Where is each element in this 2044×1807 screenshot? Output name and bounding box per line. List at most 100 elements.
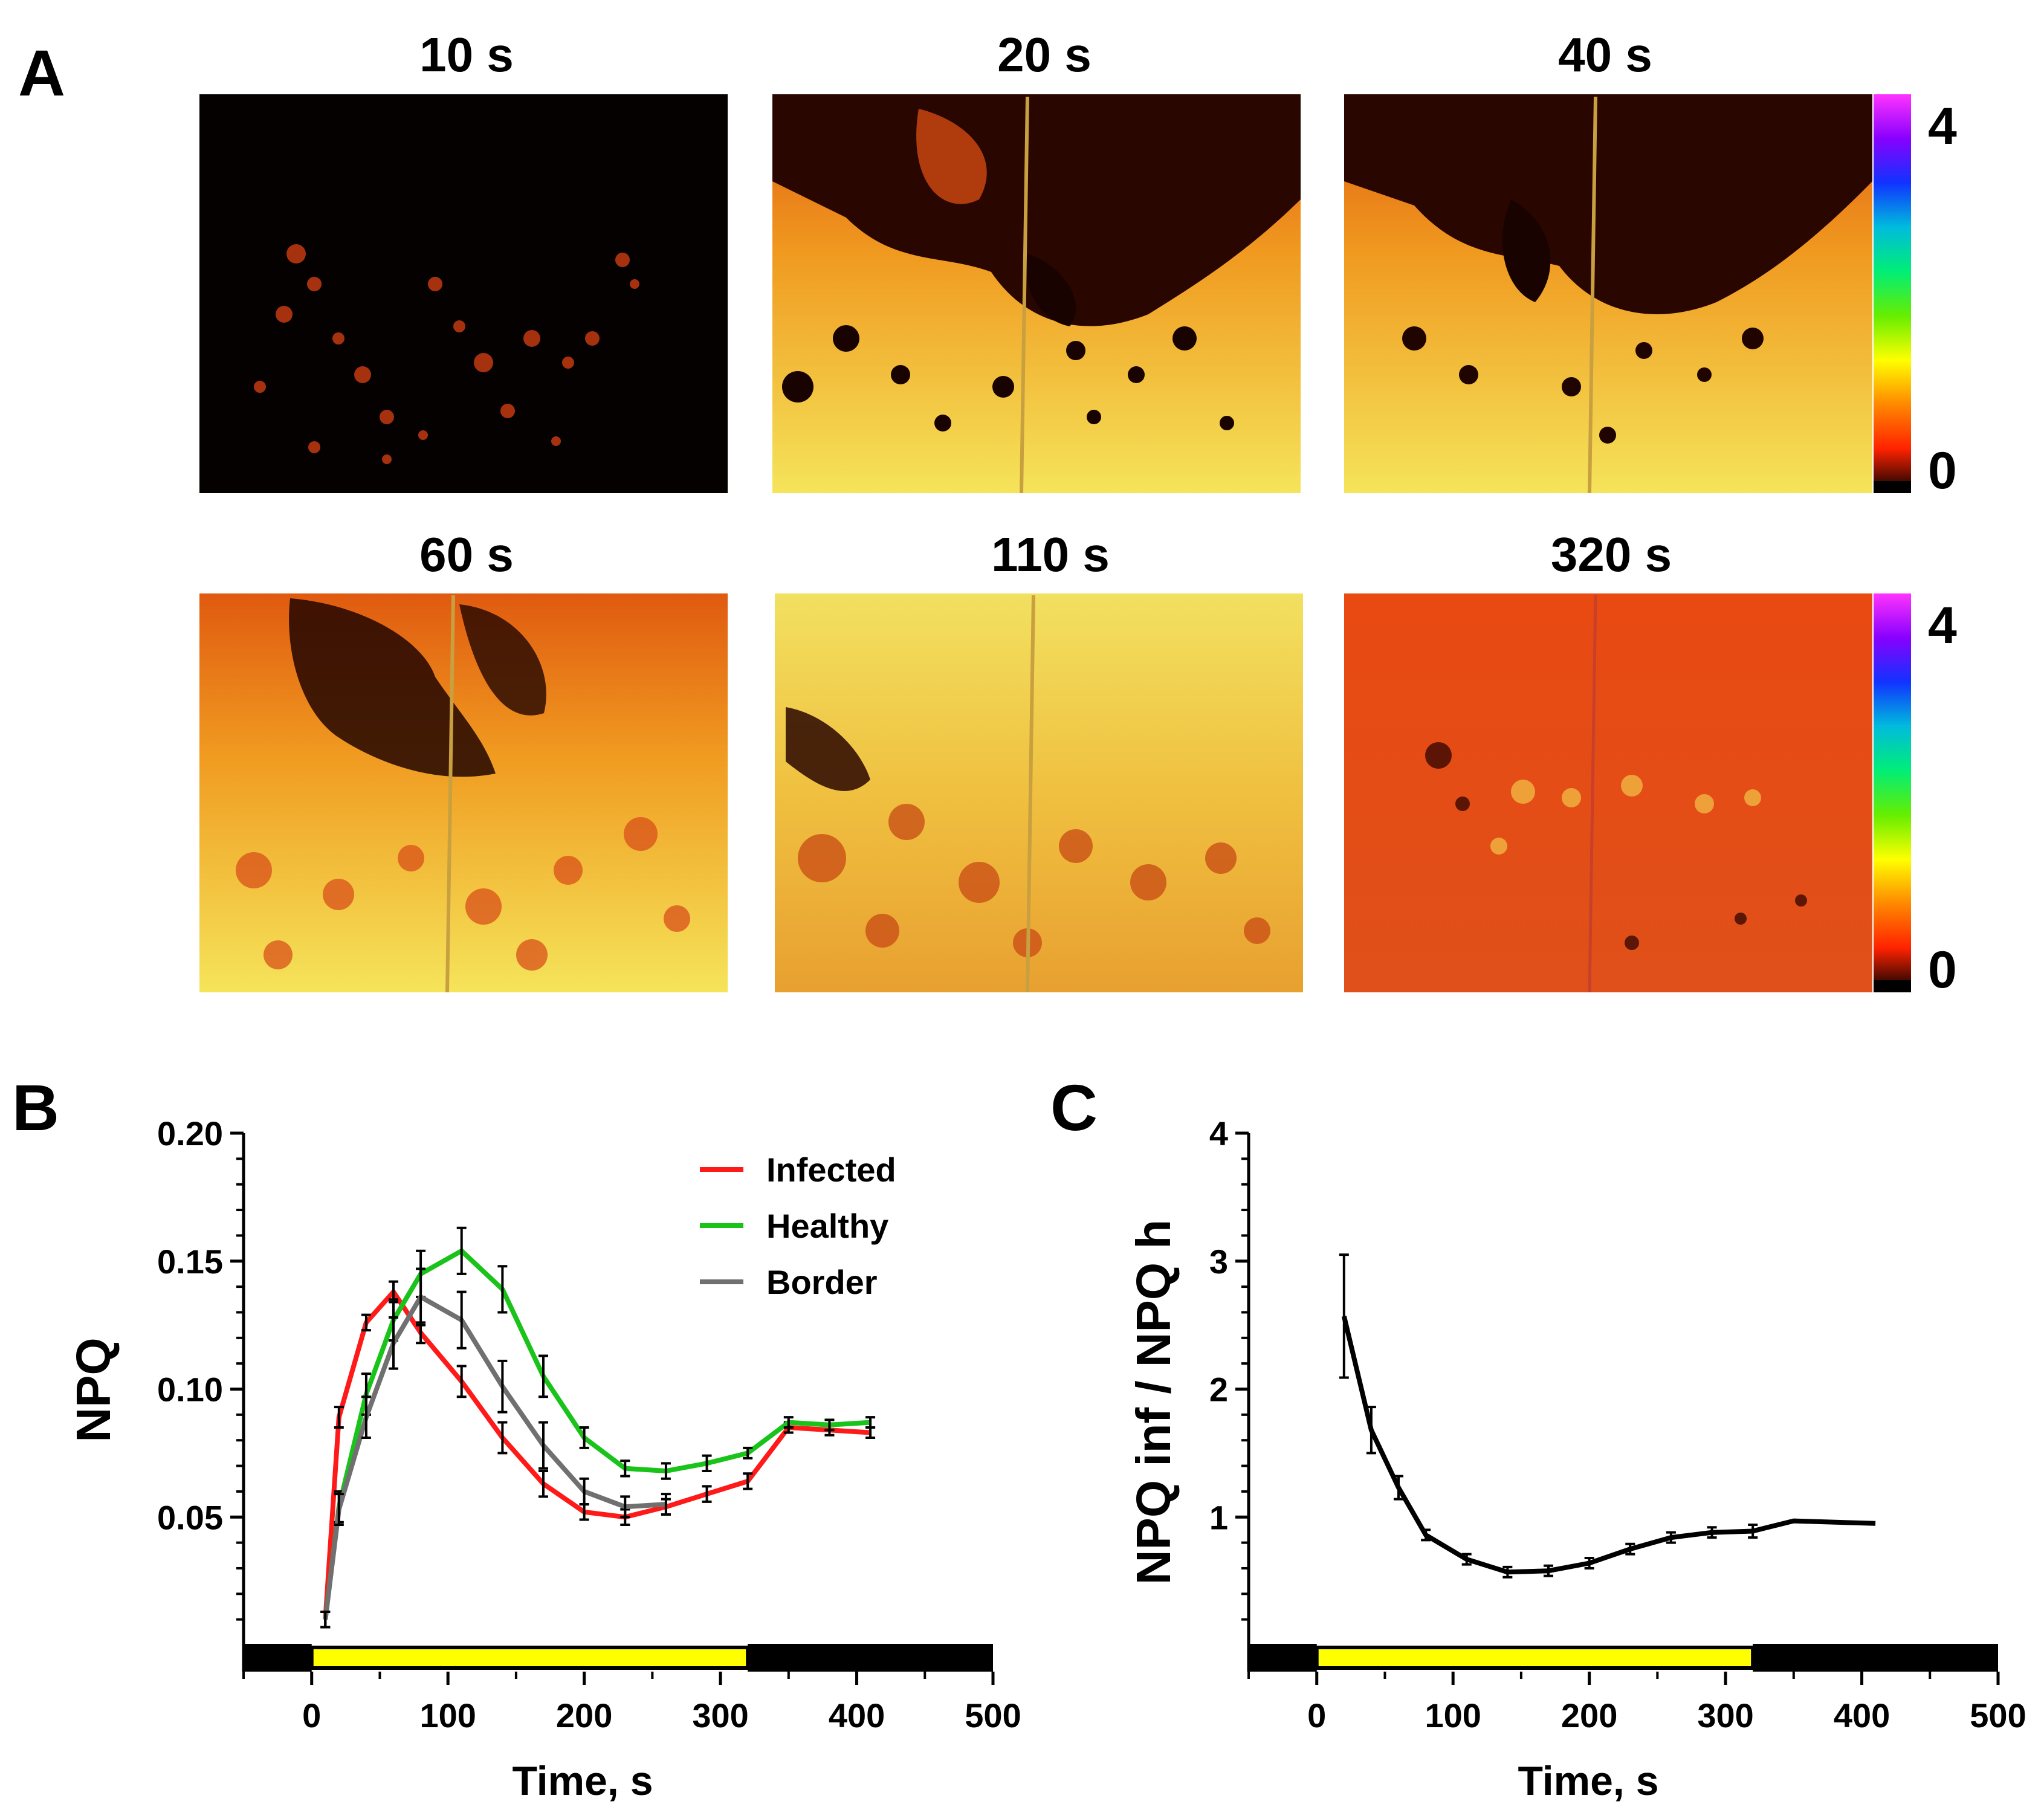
error-bar [1707, 1526, 1717, 1539]
y-tick-label: 0.10 [157, 1371, 223, 1409]
fluorescence-image-10s [199, 94, 728, 493]
error-bar [661, 1493, 671, 1516]
series-line-healthy [323, 1248, 871, 1620]
error-bar [702, 1485, 712, 1503]
chart-b-series [320, 1226, 876, 1629]
error-bar [743, 1446, 753, 1459]
tile-title-20s: 20 s [997, 28, 1092, 82]
colorbar-top-max-label: 4 [1928, 97, 1957, 155]
x-tick-label: 300 [692, 1696, 748, 1734]
x-tick-label: 0 [302, 1696, 321, 1734]
y-tick-label: 2 [1209, 1371, 1228, 1409]
legend-label-healthy: Healthy [766, 1207, 888, 1245]
error-bar [456, 1226, 467, 1275]
error-bar [497, 1359, 508, 1414]
error-bar [661, 1462, 671, 1480]
panel-c-label: C [1050, 1071, 1098, 1144]
tile-title-60s: 60 s [419, 528, 514, 581]
error-bar [1748, 1523, 1758, 1539]
y-tick-label: 0.15 [157, 1243, 223, 1281]
x-tick-label: 0 [1307, 1696, 1326, 1734]
series-border [320, 1267, 671, 1629]
error-bar [538, 1354, 548, 1398]
light-bar-light-period [1315, 1646, 1755, 1670]
error-bar [361, 1395, 371, 1439]
chart-b: 0.05 0.10 0.15 0.20 0 100 200 300 400 500 Infecte… [66, 1114, 1021, 1804]
tile-title-320s: 320 s [1551, 528, 1672, 581]
colorbar-bottom-min-label: 0 [1928, 941, 1957, 999]
x-tick-label: 400 [1834, 1696, 1890, 1734]
error-bar [1666, 1531, 1676, 1544]
legend-label-border: Border [766, 1263, 878, 1301]
tile-title-10s: 10 s [419, 28, 514, 82]
light-bar-dark-after [1753, 1644, 1998, 1672]
error-bar [320, 1610, 331, 1629]
error-bar [783, 1416, 794, 1429]
y-tick-label: 4 [1209, 1114, 1228, 1152]
chart-c-series [1339, 1253, 1876, 1579]
error-bar [538, 1470, 548, 1498]
light-bar-light-period [309, 1646, 750, 1670]
panel-a-label: A [18, 36, 65, 109]
error-bar [1502, 1565, 1513, 1579]
x-tick-label: 500 [1970, 1696, 2026, 1734]
chart-c: 1 2 3 4 0 100 200 300 400 500 Time, s NPQ inf / N… [1127, 1114, 2026, 1804]
error-bar [497, 1421, 508, 1455]
light-bar-dark-before [244, 1644, 312, 1672]
series-infected [320, 1280, 876, 1629]
error-bar [620, 1495, 630, 1519]
tile-title-40s: 40 s [1558, 28, 1652, 82]
chart-b-light-bar [244, 1644, 993, 1672]
fluorescence-image-60s [199, 593, 728, 993]
y-tick-label: 3 [1209, 1243, 1228, 1281]
x-tick-label: 300 [1697, 1696, 1753, 1734]
series-npq-inf-npq-h [1339, 1253, 1876, 1579]
error-bar [389, 1316, 398, 1370]
error-bar [1421, 1528, 1431, 1542]
error-bar [1366, 1406, 1376, 1455]
series-line-infected [323, 1289, 871, 1620]
error-bar [1461, 1553, 1472, 1566]
error-bar [579, 1477, 589, 1506]
y-tick-label: 0.20 [157, 1114, 223, 1152]
colorbar-bottom: 4 0 [1874, 593, 1957, 999]
fluorescence-image-20s [772, 94, 1301, 494]
fluorescence-image-40s [1344, 94, 1872, 494]
error-bar [1625, 1542, 1635, 1556]
y-tick-label: 1 [1209, 1498, 1228, 1536]
error-bar [865, 1416, 876, 1429]
light-bar-dark-after [748, 1644, 993, 1672]
fluorescence-image-320s [1344, 593, 1872, 993]
error-bar [334, 1406, 344, 1429]
chart-b-axes: 0.05 0.10 0.15 0.20 0 100 200 300 400 500 [157, 1114, 1021, 1734]
error-bar [1584, 1557, 1594, 1569]
chart-b-x-axis-title: Time, s [512, 1758, 653, 1804]
error-bar [1544, 1564, 1553, 1577]
y-tick-label: 0.05 [157, 1498, 223, 1536]
error-bar [497, 1265, 508, 1314]
chart-c-y-axis-title: NPQ inf / NPQ h [1127, 1220, 1180, 1585]
x-tick-label: 100 [419, 1696, 476, 1734]
error-bar [361, 1313, 371, 1332]
error-bar [702, 1454, 712, 1473]
fluorescence-image-110s [775, 593, 1303, 993]
light-bar-dark-before [1249, 1644, 1317, 1672]
x-tick-label: 200 [556, 1696, 612, 1734]
error-bar [1339, 1253, 1349, 1379]
colorbar-top-min-label: 0 [1928, 442, 1957, 500]
legend-label-infected: Infected [766, 1151, 896, 1189]
x-tick-label: 100 [1425, 1696, 1481, 1734]
series-line-npq-inf-npq-h [1341, 1315, 1876, 1575]
error-bar [579, 1426, 589, 1449]
x-tick-label: 400 [829, 1696, 885, 1734]
chart-c-x-axis-title: Time, s [1518, 1758, 1658, 1804]
error-bar [456, 1365, 467, 1398]
error-bar [743, 1472, 753, 1490]
tile-title-110s: 110 s [991, 528, 1110, 581]
panel-b-label: B [12, 1071, 59, 1144]
error-bar [1394, 1475, 1403, 1501]
x-tick-label: 500 [965, 1696, 1021, 1734]
chart-c-axes: 1 2 3 4 0 100 200 300 400 500 [1209, 1114, 2026, 1734]
chart-b-legend: Infected Healthy Border [700, 1151, 896, 1301]
